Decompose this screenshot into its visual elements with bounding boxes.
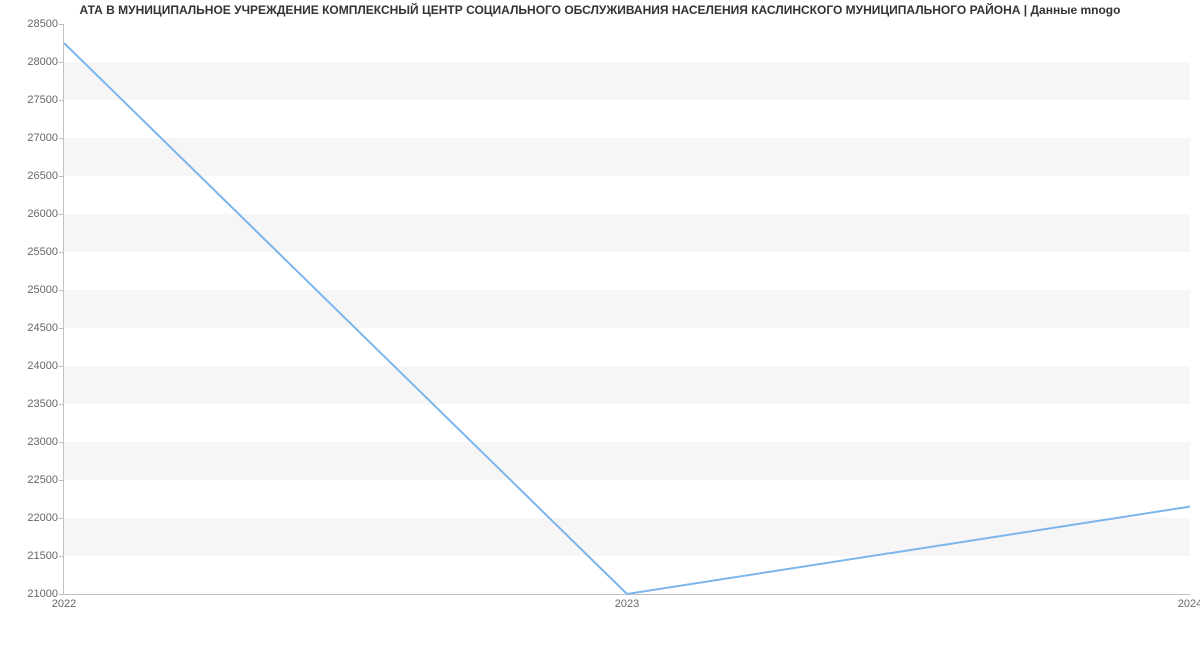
y-tick-mark xyxy=(59,252,64,253)
y-tick-mark xyxy=(59,404,64,405)
y-tick-label: 24500 xyxy=(27,322,58,334)
y-tick-mark xyxy=(59,62,64,63)
y-tick-mark xyxy=(59,328,64,329)
y-tick-mark xyxy=(59,176,64,177)
y-tick-mark xyxy=(59,100,64,101)
y-tick-label: 23000 xyxy=(27,436,58,448)
y-tick-mark xyxy=(59,442,64,443)
y-tick-label: 27500 xyxy=(27,94,58,106)
y-tick-mark xyxy=(59,138,64,139)
y-tick-mark xyxy=(59,556,64,557)
y-tick-label: 22500 xyxy=(27,474,58,486)
x-tick-label: 2022 xyxy=(52,598,76,610)
y-tick-mark xyxy=(59,24,64,25)
y-tick-label: 25500 xyxy=(27,246,58,258)
y-tick-mark xyxy=(59,594,64,595)
plot-area: 2100021500220002250023000235002400024500… xyxy=(64,24,1190,594)
x-tick-label: 2024 xyxy=(1178,598,1200,610)
y-tick-label: 26500 xyxy=(27,170,58,182)
y-tick-label: 28500 xyxy=(27,18,58,30)
x-tick-label: 2023 xyxy=(615,598,639,610)
y-tick-label: 25000 xyxy=(27,284,58,296)
y-tick-label: 28000 xyxy=(27,56,58,68)
y-tick-label: 22000 xyxy=(27,512,58,524)
chart-container: АТА В МУНИЦИПАЛЬНОЕ УЧРЕЖДЕНИЕ КОМПЛЕКСН… xyxy=(0,0,1200,650)
y-tick-mark xyxy=(59,480,64,481)
y-tick-mark xyxy=(59,518,64,519)
y-tick-label: 23500 xyxy=(27,398,58,410)
y-tick-label: 27000 xyxy=(27,132,58,144)
y-tick-label: 24000 xyxy=(27,360,58,372)
chart-title: АТА В МУНИЦИПАЛЬНОЕ УЧРЕЖДЕНИЕ КОМПЛЕКСН… xyxy=(0,0,1200,17)
y-tick-label: 21500 xyxy=(27,550,58,562)
line-series-layer xyxy=(64,24,1190,594)
y-tick-mark xyxy=(59,214,64,215)
y-tick-mark xyxy=(59,366,64,367)
y-tick-mark xyxy=(59,290,64,291)
line-series xyxy=(64,43,1190,594)
y-tick-label: 26000 xyxy=(27,208,58,220)
